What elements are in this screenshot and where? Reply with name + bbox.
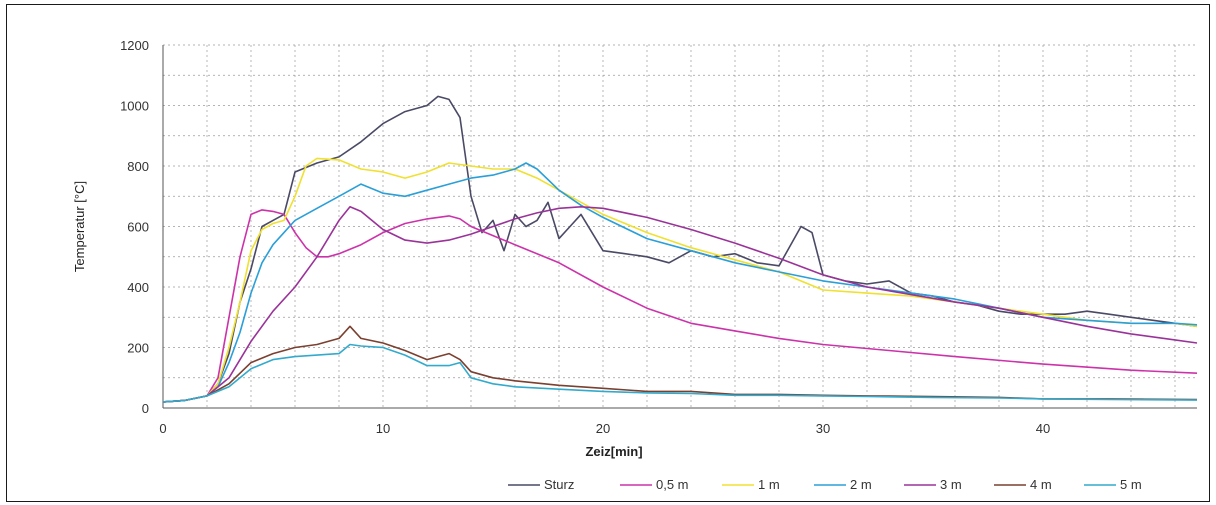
legend-label: 2 m bbox=[850, 477, 872, 492]
legend: Sturz 0,5 m 1 m 2 m 3 m 4 m 5 m bbox=[508, 477, 1142, 492]
x-axis-ticks: 0 10 20 30 40 bbox=[159, 421, 1050, 436]
y-tick-label: 800 bbox=[127, 159, 149, 174]
series-line-3 bbox=[162, 162, 1198, 403]
x-tick-label: 10 bbox=[376, 421, 390, 436]
series-lines bbox=[162, 95, 1198, 403]
series-line-0 bbox=[162, 95, 1198, 403]
grid bbox=[162, 44, 1197, 409]
y-axis-ticks: 0 200 400 600 800 1000 1200 bbox=[120, 38, 149, 416]
y-tick-label: 1000 bbox=[120, 99, 149, 114]
legend-label: Sturz bbox=[544, 477, 574, 492]
series-line-6 bbox=[162, 343, 1198, 403]
series-line-1 bbox=[162, 209, 1198, 403]
legend-label: 1 m bbox=[758, 477, 780, 492]
x-tick-label: 30 bbox=[816, 421, 830, 436]
x-tick-label: 0 bbox=[159, 421, 166, 436]
legend-label: 0,5 m bbox=[656, 477, 689, 492]
y-tick-label: 200 bbox=[127, 341, 149, 356]
x-axis-label: Zeiz[min] bbox=[585, 444, 642, 459]
legend-label: 4 m bbox=[1030, 477, 1052, 492]
y-tick-label: 1200 bbox=[120, 38, 149, 53]
series-line-4 bbox=[162, 206, 1198, 403]
series-line-2 bbox=[162, 157, 1198, 403]
legend-label: 5 m bbox=[1120, 477, 1142, 492]
y-tick-label: 600 bbox=[127, 220, 149, 235]
x-tick-label: 20 bbox=[596, 421, 610, 436]
x-tick-label: 40 bbox=[1036, 421, 1050, 436]
y-tick-label: 400 bbox=[127, 280, 149, 295]
y-axis-label: Temperatur [°C] bbox=[72, 181, 87, 272]
legend-label: 3 m bbox=[940, 477, 962, 492]
y-tick-label: 0 bbox=[142, 401, 149, 416]
